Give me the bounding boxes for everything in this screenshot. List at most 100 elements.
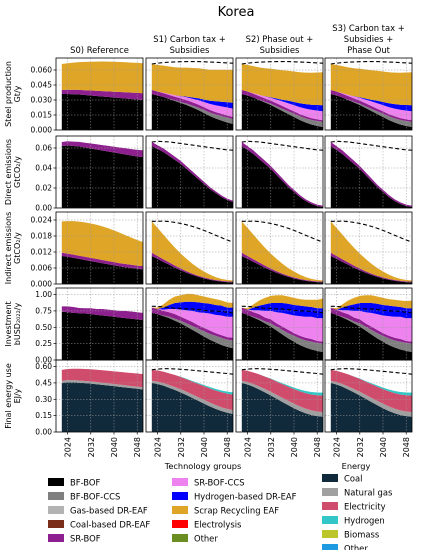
area-bf-bof [241,94,323,130]
legend-swatch [322,488,338,496]
y-tick-label: 0.15 [35,411,52,420]
area-bf-bof [241,256,323,284]
area-hydrogen [151,369,233,395]
area-natural-gas [151,380,233,414]
legend-swatch [172,492,188,500]
row-label: Gt/y [13,85,22,102]
area-sr-bof [61,89,143,100]
legend-swatch [172,534,188,542]
reference-dashed-line [241,305,323,314]
area-bf-bof [330,312,412,360]
area-sr-bof-ccs [151,90,233,117]
reference-dashed-line [330,140,412,151]
x-tick-label: 2032 [356,437,365,457]
y-tick-label: 0.04 [35,164,52,173]
area-bf-bof-ccs [151,312,233,349]
legend-label: Biomass [344,530,379,540]
y-tick-label: 0.060 [31,66,53,75]
x-tick-label: 2024 [154,437,163,457]
reference-dashed-line [151,60,233,65]
panel-frame [324,135,413,209]
y-tick-label: 0.012 [31,248,53,257]
legend-swatch [172,506,188,514]
y-tick-label: 0.030 [31,96,53,105]
legend-swatch [322,516,338,524]
legend-label: Electricity [344,502,386,512]
reference-dashed-line [241,220,323,243]
panel-final_energy_use-S1 [145,359,234,433]
area-sr-bof [61,306,143,321]
panel-frame [235,135,324,209]
legend-label: Hydrogen [344,516,385,526]
reference-dashed-line [151,368,233,375]
x-tick-label: 2040 [110,437,119,457]
y-tick-label: 0.00 [35,356,52,365]
area-scrap-recycling-eaf [151,221,233,282]
area-bf-bof [61,94,143,130]
legend-swatch [322,530,338,538]
x-tick-label: 2024 [244,437,253,457]
area-scrap-recycling-eaf [241,295,323,310]
panel-frame [55,57,144,131]
y-tick-label: 0.018 [31,232,53,241]
area-bf-bof-ccs [241,94,323,127]
area-sr-bof [241,142,323,207]
panel-frame [55,359,144,433]
area-scrap-recycling-eaf [241,221,323,282]
legend-swatch [48,534,64,542]
area-sr-bof-ccs [241,307,323,342]
area-hydrogen-based-dr-eaf [241,90,323,112]
area-sr-bof-ccs [330,90,412,121]
scenario-title: S1) Carbon tax + [153,34,225,44]
y-tick-label: 0.00 [35,204,52,213]
area-sr-bof [151,307,233,341]
area-scrap-recycling-eaf [61,221,143,267]
scenario-title: S0) Reference [70,45,129,55]
legend-title-technology: Technology groups [164,461,242,471]
x-tick-label: 2024 [64,437,73,457]
area-scrap-recycling-eaf [330,221,412,282]
area-bf-bof [151,94,233,130]
legend-swatch [48,478,64,486]
area-sr-bof [61,252,143,270]
row-label: bUSD₂₀₂₂/y [13,303,22,346]
row-label: Final energy use [4,363,13,429]
area-sr-bof [330,307,412,344]
area-bf-bof-ccs [330,312,412,353]
area-coal [151,382,233,432]
x-tick-label: 2040 [290,437,299,457]
figure-title: Korea [218,5,255,20]
legend-swatch [172,478,188,486]
y-tick-label: 0.00 [35,428,52,437]
panel-frame [324,211,413,285]
panel-direct_emissions-S2 [235,135,324,209]
reference-dashed-line [151,140,233,151]
y-tick-label: 1.00 [35,290,52,299]
area-electricity [330,369,412,413]
panel-investment-S0 [55,287,144,361]
panel-direct_emissions-S1 [145,135,234,209]
legend-title-energy: Energy [342,461,371,471]
row-label: GtCO₂/y [13,232,22,264]
row-label: Investment [4,301,13,346]
panel-indirect_emissions-S2 [235,211,324,285]
panel-steel_production-S3 [324,57,413,131]
panel-investment-S2 [235,287,324,361]
area-scrap-recycling-eaf [151,293,233,309]
area-sr-bof [241,90,323,122]
area-sr-bof [241,307,323,344]
reference-dashed-line [330,305,412,314]
area-sr-bof-ccs [151,307,233,338]
panel-frame [55,135,144,209]
panel-frame [324,57,413,131]
panel-frame [235,359,324,433]
row-label: GtCO₂/y [13,156,22,188]
y-tick-label: 0.015 [31,111,53,120]
area-natural-gas [61,380,143,390]
panel-frame [55,211,144,285]
panel-steel_production-S2 [235,57,324,131]
legend-swatch [172,520,188,528]
row-label: EJ/y [13,388,22,403]
area-bf-bof [241,312,323,360]
